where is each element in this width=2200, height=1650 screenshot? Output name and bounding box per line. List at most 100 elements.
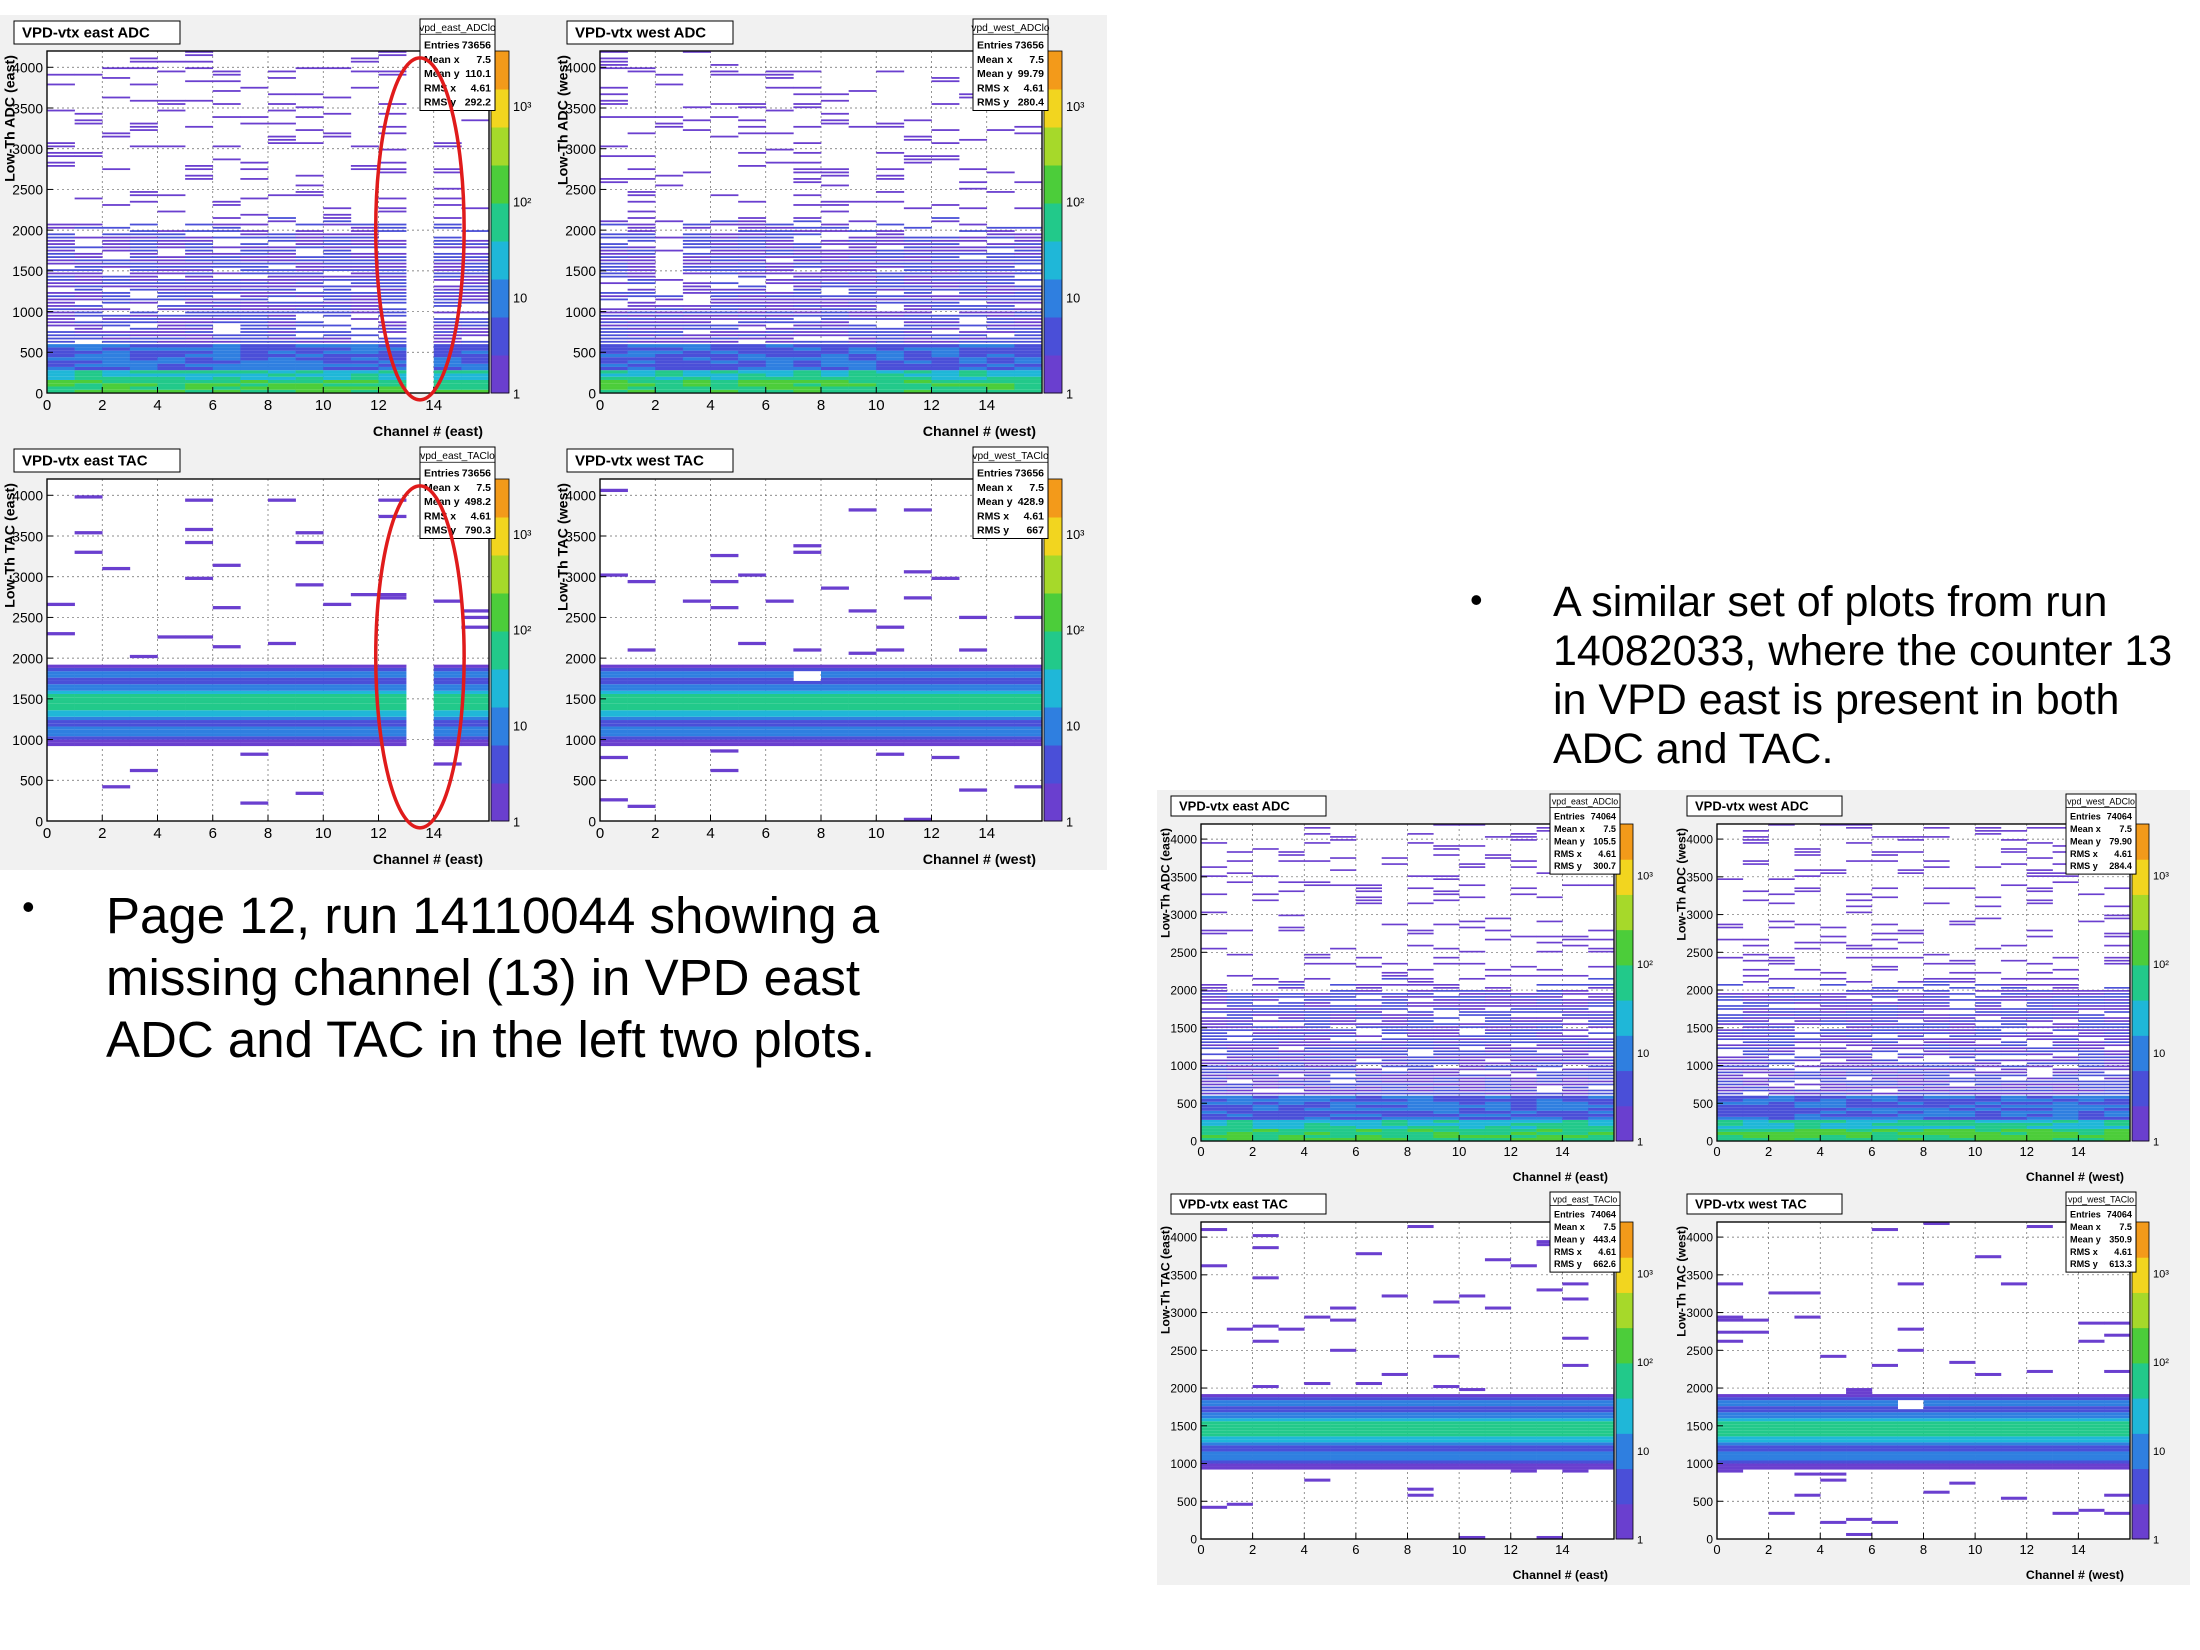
heatmap-cell — [350, 282, 379, 285]
heatmap-cell — [102, 262, 131, 265]
color-scale-segment — [491, 555, 509, 594]
heatmap-cell — [461, 301, 490, 304]
heatmap-cell — [627, 376, 656, 380]
heatmap-cell — [1201, 866, 1228, 868]
heatmap-cell — [433, 383, 462, 387]
heatmap-cell — [1252, 1080, 1279, 1083]
heatmap-cell — [1510, 839, 1537, 841]
heatmap-cell — [2026, 1098, 2053, 1102]
heatmap-cell — [1717, 993, 1744, 995]
color-scale-label: 10 — [1637, 1048, 1649, 1060]
y-tick-label: 3000 — [565, 570, 596, 585]
heatmap-cell — [1201, 1451, 1228, 1455]
heatmap-cell — [378, 327, 407, 330]
heatmap-cell — [627, 690, 656, 694]
heatmap-cell — [627, 155, 656, 158]
heatmap-cell — [295, 174, 324, 177]
heatmap-cell — [1381, 1086, 1408, 1089]
heatmap-cell — [793, 151, 822, 154]
heatmap-cell — [1975, 1053, 2002, 1056]
x-tick-label: 8 — [264, 825, 272, 842]
heatmap-cell — [74, 389, 103, 393]
heatmap-cell — [738, 736, 767, 740]
heatmap-cell — [2104, 996, 2131, 998]
heatmap-cell — [600, 736, 628, 740]
heatmap-cell — [1226, 1053, 1253, 1056]
heatmap-cell — [848, 252, 877, 255]
heatmap-cell — [1304, 1442, 1331, 1446]
heatmap-cell — [931, 690, 960, 694]
heatmap-cell — [1742, 1116, 1769, 1120]
heatmap-cell — [47, 331, 75, 333]
heatmap-cell — [2052, 1047, 2079, 1050]
heatmap-cell — [1355, 993, 1382, 995]
heatmap-cell — [74, 700, 103, 704]
heatmap-cell — [876, 233, 905, 236]
heatmap-cell — [1355, 956, 1382, 959]
heatmap-cell — [738, 720, 767, 724]
heatmap-cell — [1226, 1433, 1253, 1437]
color-scale-segment — [1044, 745, 1062, 784]
heatmap-cell — [959, 360, 988, 364]
heatmap-cell — [710, 749, 739, 753]
heatmap-cell — [1201, 1400, 1228, 1404]
heatmap-cell — [986, 292, 1015, 294]
heatmap-cell — [655, 331, 684, 333]
heatmap-cell — [959, 262, 988, 265]
heatmap-cell — [655, 716, 684, 721]
heatmap-cell — [1226, 1463, 1253, 1467]
heatmap-cell — [1742, 1137, 1769, 1141]
x-tick-label: 4 — [1301, 1144, 1308, 1159]
heatmap-cell — [1742, 1053, 1769, 1056]
heatmap-cell — [655, 736, 684, 740]
heatmap-cell — [1484, 1062, 1512, 1065]
heatmap-cell — [765, 340, 794, 343]
heatmap-cell — [986, 279, 1015, 281]
heatmap-cell — [710, 305, 739, 307]
heatmap-cell — [1949, 887, 1976, 890]
heatmap-cell — [1949, 959, 1976, 962]
heatmap-cell — [74, 379, 103, 384]
heatmap-cell — [74, 285, 103, 288]
heatmap-cell — [876, 223, 905, 226]
heatmap-cell — [1536, 1020, 1563, 1022]
heatmap-cell — [240, 311, 269, 314]
heatmap-cell — [1252, 1415, 1279, 1419]
heatmap-cell — [240, 801, 269, 805]
heatmap-cell — [1820, 1047, 1847, 1050]
color-scale-segment — [1616, 1070, 1633, 1107]
heatmap-cell — [1330, 1008, 1357, 1010]
heatmap-cell — [185, 713, 214, 717]
heatmap-cell — [240, 122, 269, 125]
heatmap-cell — [185, 340, 214, 343]
heatmap-cell — [1923, 827, 1950, 829]
heatmap-cell — [738, 383, 767, 387]
heatmap-cell — [710, 337, 739, 340]
heatmap-cell — [1768, 1068, 1795, 1071]
heatmap-cell — [986, 389, 1015, 393]
heatmap-cell — [1407, 1074, 1434, 1077]
heatmap-cell — [821, 265, 849, 268]
heatmap-cell — [350, 223, 379, 226]
heatmap-cell — [74, 707, 103, 711]
heatmap-cell — [1975, 1122, 2002, 1126]
heatmap-cell — [157, 733, 186, 737]
heatmap-cells — [47, 51, 490, 393]
heatmap-cell — [1278, 1095, 1305, 1099]
heatmap-cell — [185, 376, 214, 380]
heatmap-cell — [433, 327, 462, 330]
heatmap-cell — [600, 308, 628, 311]
heatmap-cell — [1433, 996, 1460, 998]
heatmap-cell — [903, 275, 932, 278]
heatmap-cell — [1510, 993, 1537, 995]
heatmap-cell — [1923, 1008, 1950, 1010]
heatmap-cell — [1381, 984, 1408, 986]
heatmap-cell — [793, 347, 822, 351]
heatmap-cell — [268, 292, 296, 294]
heatmap-cell — [793, 279, 822, 281]
heatmap-cell — [959, 664, 988, 668]
heatmap-cell — [1923, 887, 1950, 890]
heatmap-cell — [682, 259, 711, 262]
heatmap-cell — [295, 233, 324, 236]
heatmap-cell — [1330, 1451, 1357, 1455]
